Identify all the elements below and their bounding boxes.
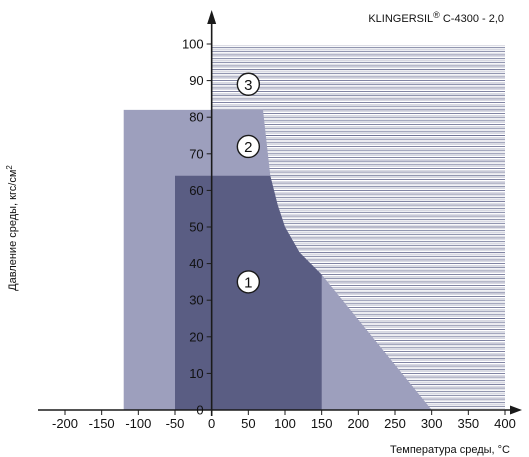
x-tick-labels: -200 -150 -100 -50 0 50 100 150 200 250 300 350 400 — [52, 410, 516, 431]
x-tick-label: 350 — [457, 416, 479, 431]
y-tick-label: 50 — [189, 220, 203, 235]
zone-label-3: 3 — [244, 77, 252, 94]
y-tick-label: 0 — [196, 403, 203, 418]
y-tick-label: 60 — [189, 183, 203, 198]
y-axis-arrow — [207, 10, 217, 24]
y-tick-label: 90 — [189, 73, 203, 88]
y-tick-label: 30 — [189, 293, 203, 308]
x-tick-label: 250 — [384, 416, 406, 431]
y-axis-title: Давление среды, кгс/см2 — [5, 165, 19, 291]
y-tick-label: 80 — [189, 110, 203, 125]
x-tick-label: 300 — [421, 416, 443, 431]
zone-label-2: 2 — [244, 139, 252, 156]
y-tick-label: 10 — [189, 366, 203, 381]
y-tick-label: 70 — [189, 146, 203, 161]
zone-labels: 3 2 1 — [236, 72, 261, 294]
x-tick-label: 50 — [241, 416, 255, 431]
x-tick-label: 150 — [311, 416, 333, 431]
x-axis-arrow — [510, 405, 522, 415]
y-tick-label: 20 — [189, 329, 203, 344]
y-axis-title-text: Давление среды, кгс/см — [7, 170, 19, 291]
x-tick-label: 100 — [274, 416, 296, 431]
product-code: C-4300 - 2,0 — [440, 13, 504, 25]
zone-label-circle — [236, 134, 261, 159]
x-tick-label: -200 — [52, 416, 78, 431]
product-brand: KLINGERSIL — [368, 13, 433, 25]
product-name: KLINGERSIL® C-4300 - 2,0 — [368, 10, 504, 25]
x-tick-label: 400 — [494, 416, 516, 431]
y-tick-labels: 0 10 20 30 40 50 60 70 80 90 100 — [182, 37, 212, 418]
zone-label-1: 1 — [244, 274, 252, 291]
y-tick-label: 100 — [182, 37, 204, 52]
x-tick-label: -50 — [166, 416, 185, 431]
registered-mark: ® — [433, 10, 440, 20]
x-tick-label: 0 — [208, 416, 215, 431]
y-tick-label: 40 — [189, 256, 203, 271]
zone-label-circle — [236, 270, 261, 294]
y-axis-title-superscript: 2 — [5, 165, 14, 170]
x-tick-label: 200 — [347, 416, 369, 431]
x-tick-label: -100 — [125, 416, 151, 431]
x-tick-label: -150 — [89, 416, 115, 431]
zone-label-circle — [236, 72, 261, 96]
axes — [38, 10, 522, 416]
x-axis-title: Температура среды, °C — [390, 444, 510, 456]
